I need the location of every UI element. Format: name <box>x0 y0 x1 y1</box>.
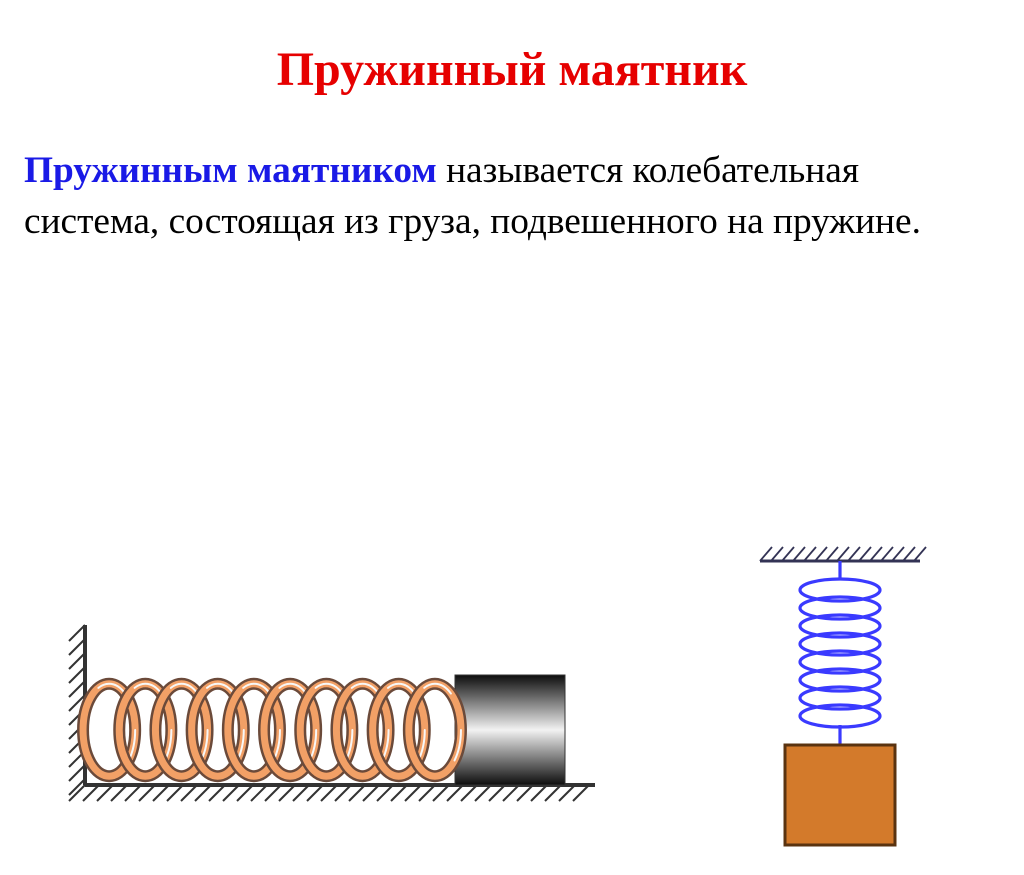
definition-paragraph: Пружинным маятником называется колебател… <box>0 140 1024 247</box>
definition-term: Пружинным маятником <box>24 150 437 191</box>
vertical-spring-diagram <box>740 535 940 875</box>
figures-area <box>0 285 1024 805</box>
page-title: Пружинный маятник <box>0 32 1024 103</box>
title-text: Пружинный маятник <box>277 43 748 96</box>
vertical-spring-svg <box>740 535 940 875</box>
horizontal-spring-svg <box>45 605 605 815</box>
horizontal-spring-diagram <box>45 605 605 815</box>
